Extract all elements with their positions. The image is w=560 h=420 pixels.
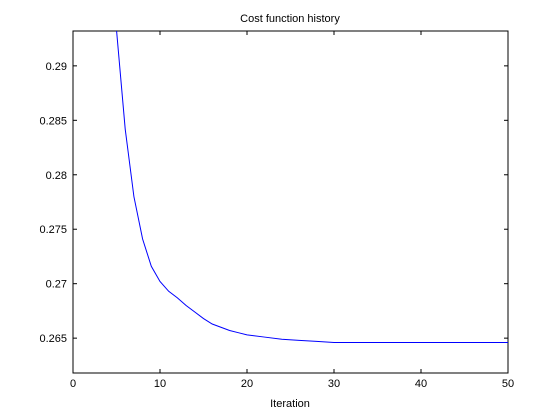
chart-title: Cost function history: [240, 13, 340, 25]
y-tick-label: 0.265: [39, 333, 67, 345]
x-tick-label: 30: [328, 378, 340, 390]
cost-line: [116, 31, 508, 343]
y-tick-label: 0.27: [46, 279, 67, 291]
x-tick-label: 40: [415, 378, 427, 390]
x-axis: 0 10 20 30 40 50: [70, 31, 514, 390]
plot-area-frame: [72, 30, 509, 374]
x-axis-label: Iteration: [270, 398, 310, 410]
y-tick-label: 0.275: [39, 224, 67, 236]
y-tick-label: 0.29: [46, 61, 67, 73]
y-axis: 0.265 0.27 0.275 0.28 0.285 0.29: [39, 61, 508, 345]
y-tick-label: 0.285: [39, 115, 67, 127]
x-tick-label: 10: [154, 378, 166, 390]
series-group: [116, 31, 508, 343]
y-tick-label: 0.28: [46, 170, 67, 182]
x-tick-label: 20: [241, 378, 253, 390]
x-tick-label: 0: [70, 378, 76, 390]
x-tick-label: 50: [502, 378, 514, 390]
